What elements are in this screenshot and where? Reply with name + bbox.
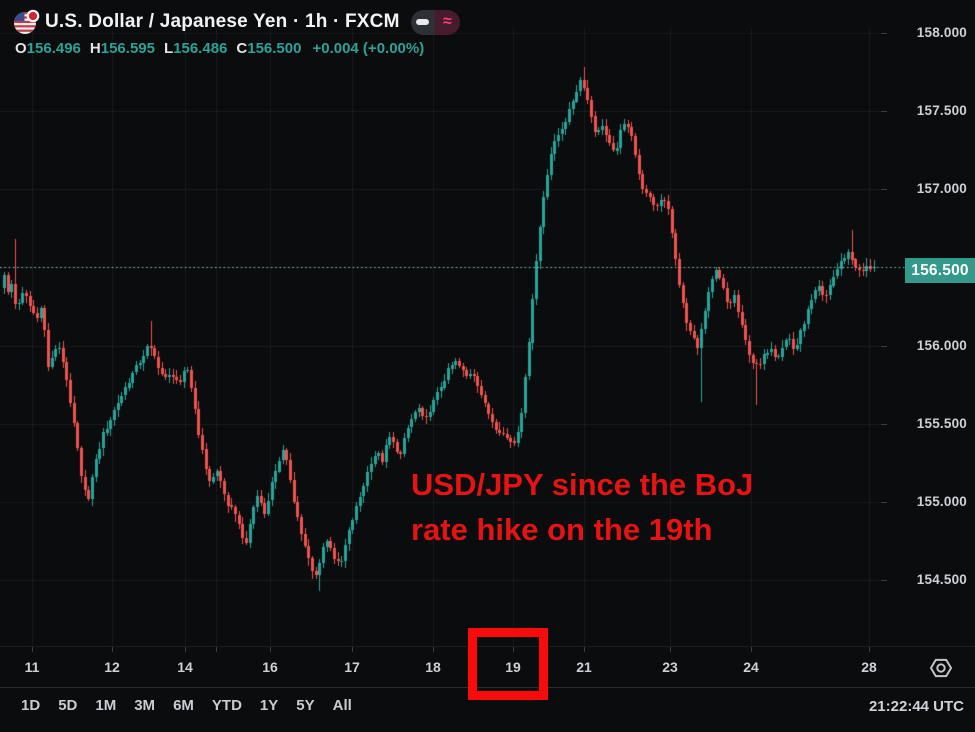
time-axis-label: 28 [861,659,877,675]
price-scale[interactable]: 158.000 157.500 157.000 156.000 155.500 155.0… [881,0,975,646]
range-button-3m[interactable]: 3M [134,697,156,714]
time-axis-tick [270,647,271,652]
price-axis-label: 158.000 [916,25,967,40]
price-axis-tick [881,423,887,425]
range-button-1m[interactable]: 1M [95,697,117,714]
price-axis-label: 155.000 [916,493,967,509]
open-label: O [15,40,27,57]
current-price-label: 156.500 [905,258,975,283]
price-axis-label: 156.000 [916,337,967,353]
open-value: 156.496 [26,40,81,57]
time-axis-tick [216,647,217,652]
time-axis-label: 14 [177,659,193,675]
low-value: 156.486 [173,40,228,57]
symbol-title[interactable]: U.S. Dollar / Japanese Yen · 1h · FXCM [45,11,400,32]
time-axis-tick [513,647,514,652]
time-axis-label: 21 [576,659,592,675]
time-axis-tick [869,647,870,652]
indicator-toggle-pill[interactable]: ≈ [410,9,460,35]
time-axis-tick [112,647,113,652]
time-axis-tick [32,647,33,652]
time-axis-tick [751,647,752,652]
time-axis-label: 16 [262,659,278,675]
range-button-all[interactable]: All [332,697,352,714]
gear-icon[interactable] [928,655,954,681]
range-button-1d[interactable]: 1D [21,697,41,714]
close-value: 156.500 [247,40,302,57]
annotation-highlight-box [468,628,548,700]
price-axis-tick [881,33,887,34]
ohlc-readout: O156.496 H156.595 L156.486 C156.500 +0.004 (… [15,40,424,57]
time-axis-label: 18 [425,659,441,675]
change-value: +0.004 (+0.00%) [312,40,425,57]
range-button-ytd[interactable]: YTD [211,697,242,714]
time-axis-tick [584,647,585,652]
time-axis-label: 17 [344,659,360,675]
annotation-line1: USD/JPY since the BoJ [411,467,754,502]
annotation-text: USD/JPY since the BoJ rate hike on the 1… [411,462,753,552]
price-axis-tick [881,501,887,503]
time-scale[interactable]: 11 12 14 16 17 18 19 21 23 24 28 [0,646,975,688]
price-axis-tick [881,345,887,347]
annotation-line2: rate hike on the 19th [411,512,713,547]
price-axis-tick [881,111,887,113]
high-value: 156.595 [100,40,155,57]
clock-timezone-button[interactable]: 21:22:44 UTC [868,698,964,715]
price-axis-label: 154.500 [916,572,967,587]
price-axis-label: 157.000 [916,181,967,197]
date-range-buttons: 1D 5D 1M 3M 6M YTD 1Y 5Y All [21,697,352,714]
time-axis-label: 23 [662,659,678,675]
time-axis-label: 24 [743,659,759,675]
price-axis-label: 155.500 [916,415,967,431]
range-button-6m[interactable]: 6M [173,697,194,714]
time-axis-tick [433,647,434,652]
usdjpy-flag-icon [13,9,40,36]
range-button-1y[interactable]: 1Y [259,697,279,714]
minus-pill-icon[interactable] [410,9,436,35]
price-axis-label: 157.500 [916,103,967,119]
candlestick-chart-area[interactable] [0,28,975,646]
low-label: L [163,40,174,57]
price-axis-tick [881,189,887,191]
symbol-row: U.S. Dollar / Japanese Yen · 1h · FXCM ≈ [13,8,460,36]
range-button-5y[interactable]: 5Y [296,697,315,714]
bottom-toolbar: 1D 5D 1M 3M 6M YTD 1Y 5Y All 21:22:44 UTC [0,687,975,732]
time-axis-label: 11 [24,659,40,675]
time-axis-tick [670,647,671,652]
time-axis-tick [185,647,186,652]
time-axis-tick [352,647,353,652]
range-button-5d[interactable]: 5D [58,697,78,714]
price-axis-tick [881,580,887,581]
wave-pill-icon[interactable]: ≈ [435,9,460,35]
high-label: H [89,40,101,57]
time-axis-label: 19 [505,659,521,675]
close-label: C [236,40,248,57]
time-axis-label: 12 [104,659,120,675]
